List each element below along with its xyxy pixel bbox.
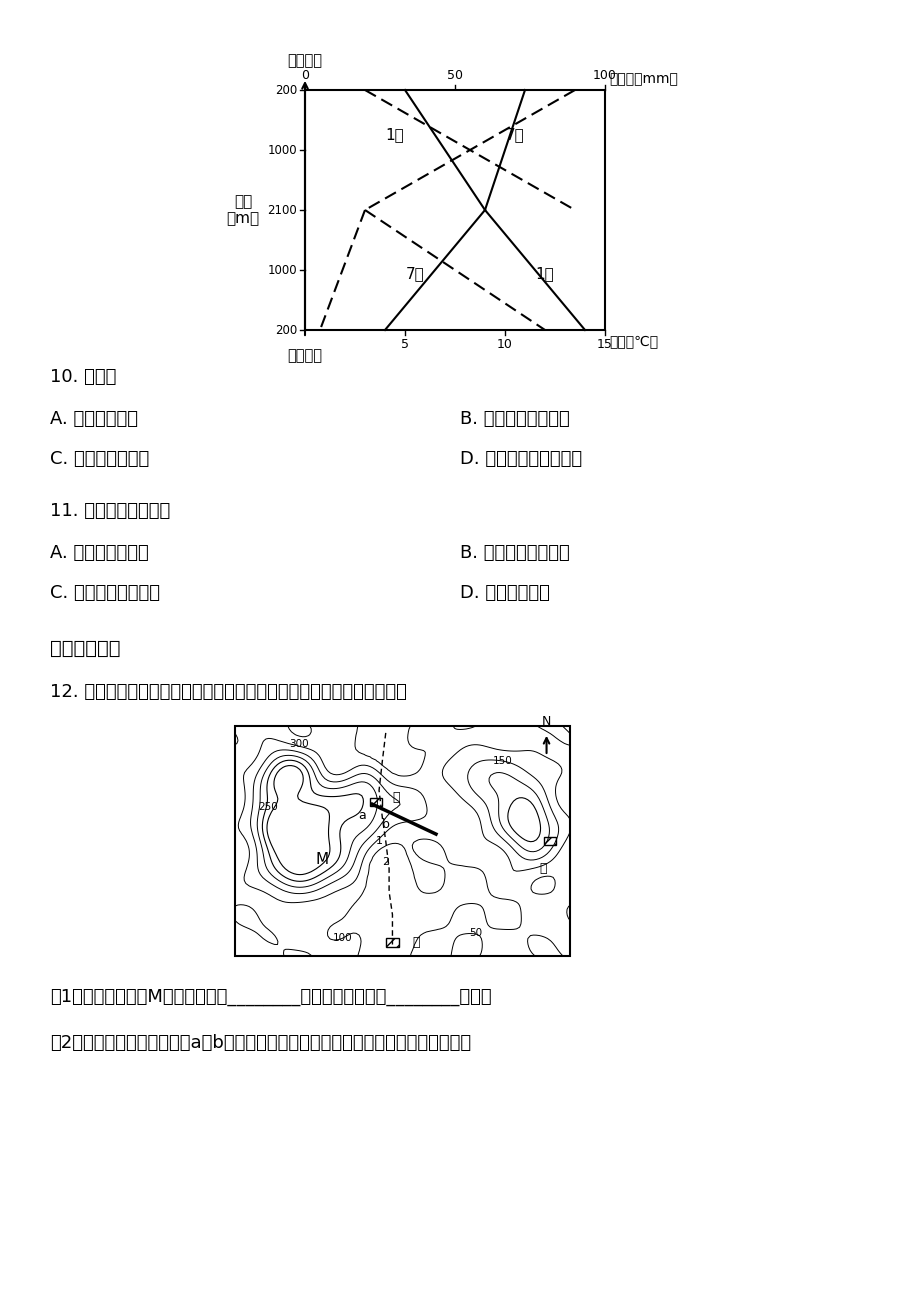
Text: A. 温带落叶阔叶林: A. 温带落叶阔叶林 — [50, 543, 149, 562]
Text: 15: 15 — [596, 338, 612, 351]
Text: C. 亚热带常绿阔叶林: C. 亚热带常绿阔叶林 — [50, 584, 160, 602]
Text: 海拔
（m）: 海拔 （m） — [226, 194, 259, 226]
Bar — [234, 725, 570, 956]
Text: C. 南坡相对高度大: C. 南坡相对高度大 — [50, 450, 149, 468]
Text: 2100: 2100 — [267, 204, 297, 217]
Text: 7月: 7月 — [405, 265, 424, 281]
Text: 5: 5 — [401, 338, 409, 351]
Text: （1）图中有一陡崖M，其高度至少________米，乙村位于甲村________方向。: （1）图中有一陡崖M，其高度至少________米，乙村位于甲村________… — [50, 988, 491, 1006]
Text: 1月: 1月 — [535, 265, 554, 281]
Bar — [369, 798, 381, 806]
Text: （2）有人计划在甲村前河流a、b两处修建一码头，你认为哪处更合理，请说明理由。: （2）有人计划在甲村前河流a、b两处修建一码头，你认为哪处更合理，请说明理由。 — [50, 1034, 471, 1052]
Text: （北坡）: （北坡） — [287, 348, 323, 363]
Text: 10: 10 — [496, 338, 513, 351]
Text: b: b — [381, 819, 390, 832]
Text: 1月: 1月 — [385, 126, 404, 142]
Text: 100: 100 — [593, 69, 617, 82]
Text: 气温（℃）: 气温（℃） — [608, 334, 657, 348]
Text: 7月: 7月 — [505, 126, 524, 142]
Text: A. 北坡为迎风坡: A. 北坡为迎风坡 — [50, 410, 138, 428]
Text: 丙: 丙 — [412, 936, 420, 949]
Text: 降水量（mm）: 降水量（mm） — [608, 72, 677, 86]
Text: 200: 200 — [275, 324, 297, 337]
Text: D. 南坡自然带谱数目多: D. 南坡自然带谱数目多 — [460, 450, 582, 468]
Text: a: a — [358, 809, 366, 822]
Text: 150: 150 — [493, 755, 512, 766]
Bar — [305, 90, 605, 330]
Text: 2: 2 — [381, 857, 389, 867]
Text: 二、非选择题: 二、非选择题 — [50, 640, 120, 658]
Text: N: N — [541, 715, 550, 728]
Text: 200: 200 — [275, 83, 297, 96]
Text: 50: 50 — [447, 69, 462, 82]
Text: 1: 1 — [375, 836, 382, 846]
Text: 300: 300 — [289, 740, 308, 749]
Bar — [543, 837, 555, 845]
Text: 0: 0 — [301, 69, 309, 82]
Text: 1000: 1000 — [267, 143, 297, 156]
Text: 10. 该山脉: 10. 该山脉 — [50, 368, 116, 386]
Text: 50: 50 — [469, 928, 482, 939]
Text: 250: 250 — [258, 802, 278, 811]
Text: （南坡）: （南坡） — [287, 53, 323, 68]
Text: M: M — [315, 852, 328, 867]
Text: 甲: 甲 — [392, 790, 400, 803]
Bar — [385, 937, 399, 946]
Text: 乙: 乙 — [539, 862, 547, 875]
Text: B. 亚热带常绿硬叶林: B. 亚热带常绿硬叶林 — [460, 543, 569, 562]
Text: 11. 山脉基地植被带是: 11. 山脉基地植被带是 — [50, 502, 170, 520]
Text: 100: 100 — [332, 932, 352, 942]
Text: 12. 读某地等高线地形图（单位：米），甲乙丙是聚落，据此回答问题。: 12. 读某地等高线地形图（单位：米），甲乙丙是聚落，据此回答问题。 — [50, 682, 406, 701]
Text: 1000: 1000 — [267, 264, 297, 277]
Text: D. 亚寒带针叶林: D. 亚寒带针叶林 — [460, 584, 550, 602]
Text: B. 地处南半球低纬度: B. 地处南半球低纬度 — [460, 410, 569, 428]
